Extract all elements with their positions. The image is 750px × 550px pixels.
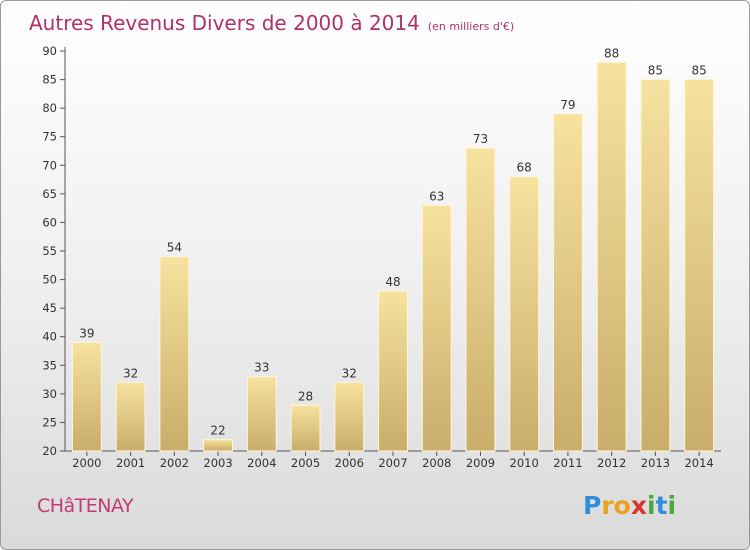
x-tick-label: 2002	[160, 456, 189, 470]
city-name: CHâTENAY	[37, 495, 134, 517]
chart-title-text: Autres Revenus Divers de 2000 à 2014	[29, 11, 420, 35]
chart-bars: 39 32 54 22 33 28 32 48 63 73 68 79 88 85 85	[71, 46, 715, 452]
y-tick-label: 50	[42, 273, 57, 287]
x-tick-label: 2007	[378, 456, 407, 470]
x-tick-label: 2004	[247, 456, 276, 470]
bar-value-label: 85	[648, 64, 663, 78]
y-tick-label: 80	[42, 101, 57, 115]
x-tick-label: 2012	[597, 456, 626, 470]
x-tick-label: 2003	[203, 456, 232, 470]
bar	[378, 290, 408, 452]
bar	[290, 404, 321, 452]
bar-value-label: 28	[298, 389, 313, 403]
bar-value-label: 79	[560, 98, 575, 112]
bar-value-label: 68	[517, 161, 532, 175]
x-tick-label: 2008	[422, 456, 451, 470]
bar	[596, 61, 627, 452]
y-tick-label: 25	[42, 415, 57, 429]
logo-letter: o	[613, 491, 631, 520]
bar-value-label: 32	[123, 366, 138, 380]
bar	[159, 256, 190, 452]
x-tick-label: 2005	[291, 456, 320, 470]
y-tick-label: 75	[42, 130, 57, 144]
bar	[115, 381, 146, 452]
logo-letter: i	[647, 491, 656, 520]
y-tick-label: 45	[42, 301, 57, 315]
bar-value-label: 88	[604, 46, 619, 60]
bar	[421, 204, 452, 452]
bar-value-label: 32	[342, 366, 357, 380]
bar-value-label: 54	[167, 241, 182, 255]
y-tick-label: 30	[42, 387, 57, 401]
chart-axes: 20 25 30 35 40 45 50 55 60 65 70 75 80 85 90 2000 2001 20…	[42, 44, 721, 470]
y-tick-label: 85	[42, 73, 57, 87]
bar-value-label: 63	[429, 189, 444, 203]
logo-letter: r	[601, 491, 614, 520]
chart-title: Autres Revenus Divers de 2000 à 2014 (en …	[29, 11, 514, 35]
logo-letter: i	[667, 491, 677, 520]
bar	[684, 79, 715, 452]
bar	[203, 439, 233, 452]
x-tick-label: 2014	[684, 456, 713, 470]
logo-letter: t	[655, 491, 668, 520]
y-tick-label: 35	[42, 358, 57, 372]
x-tick-label: 2000	[72, 456, 101, 470]
chart-unit: (en milliers d'€)	[427, 20, 515, 33]
logo-letter: x	[630, 491, 647, 520]
y-tick-label: 65	[42, 187, 57, 201]
bar	[553, 113, 583, 452]
x-tick-label: 2009	[466, 456, 495, 470]
bar	[509, 176, 540, 452]
bar-value-label: 39	[79, 326, 94, 340]
x-tick-label: 2013	[641, 456, 670, 470]
bar-value-label: 73	[473, 132, 488, 146]
logo-letter: P	[583, 491, 602, 520]
y-tick-label: 55	[42, 244, 57, 258]
bar	[640, 79, 671, 452]
bar-value-label: 85	[691, 64, 706, 78]
y-tick-label: 40	[42, 330, 57, 344]
x-tick-label: 2001	[116, 456, 145, 470]
bar	[71, 341, 102, 452]
bar-value-label: 33	[254, 361, 269, 375]
y-tick-label: 70	[42, 158, 57, 172]
y-tick-label: 60	[42, 215, 57, 229]
bar	[246, 376, 277, 452]
x-tick-label: 2010	[510, 456, 539, 470]
y-tick-label: 20	[42, 444, 57, 458]
y-tick-label: 90	[42, 44, 57, 58]
bar-value-label: 48	[385, 275, 400, 289]
bar-value-label: 22	[210, 424, 225, 438]
bar	[334, 381, 365, 452]
proxiti-logo: Proxiti	[583, 491, 676, 520]
x-tick-label: 2011	[553, 456, 582, 470]
bar	[465, 147, 496, 452]
x-tick-label: 2006	[335, 456, 364, 470]
